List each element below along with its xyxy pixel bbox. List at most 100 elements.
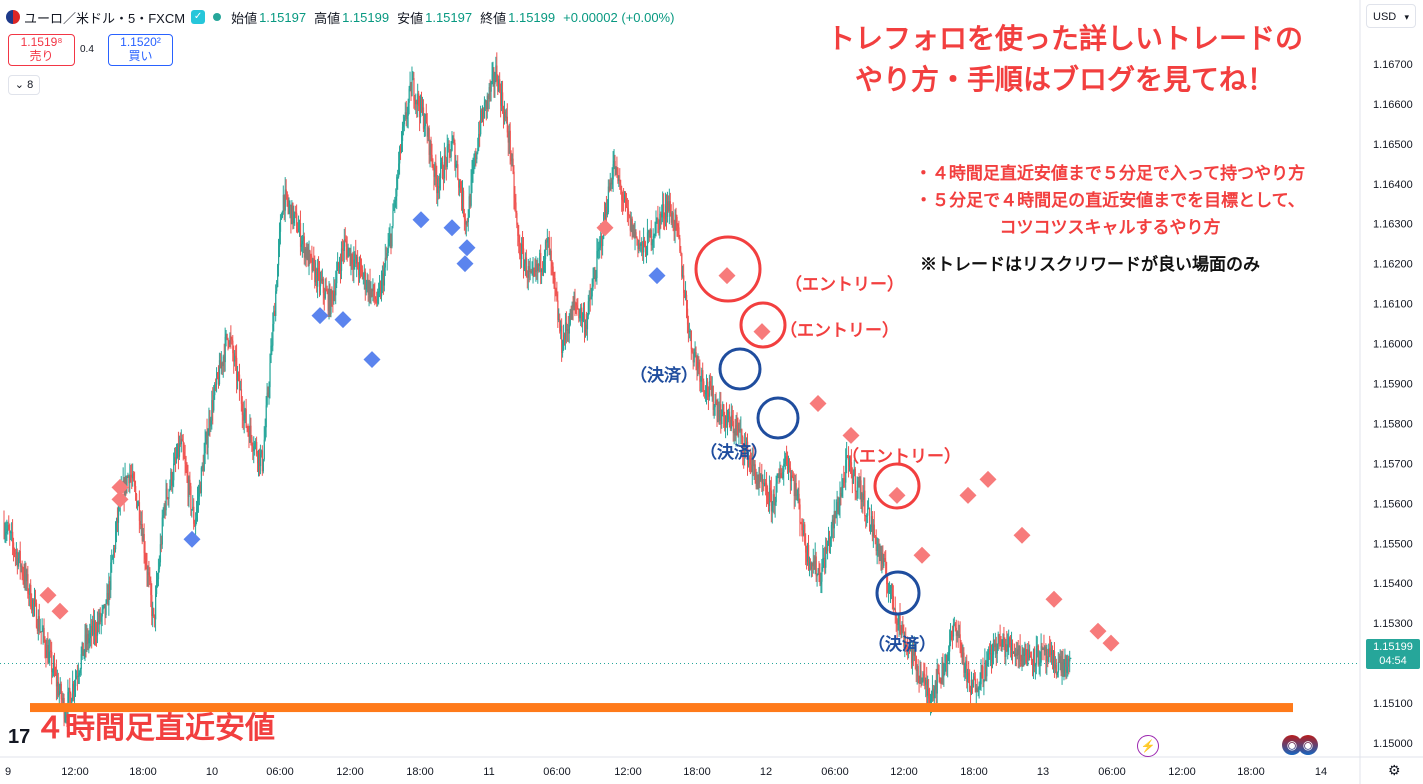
candle-body — [799, 504, 801, 523]
currency-select[interactable]: USD ▾ — [1366, 4, 1416, 28]
candle-body — [994, 643, 997, 648]
candle-body — [403, 116, 406, 125]
candle-body — [730, 415, 733, 429]
candle-body — [196, 508, 198, 519]
candle-body — [904, 641, 906, 647]
candle-body — [867, 508, 869, 516]
candle-body — [1026, 662, 1028, 666]
candle-body — [309, 250, 311, 256]
us-event-icon[interactable]: ◉ — [1282, 735, 1302, 755]
candle-body — [197, 499, 199, 509]
candle-body — [943, 673, 945, 677]
candle-body — [255, 442, 257, 444]
candle-body — [1018, 646, 1020, 656]
candle-body — [628, 215, 631, 217]
entry-label-3: （エントリー） — [842, 447, 961, 466]
candle-body — [629, 215, 631, 231]
candle-body — [407, 102, 409, 116]
candle-body — [580, 307, 582, 316]
candle-body — [626, 206, 629, 209]
candle-body — [996, 644, 998, 654]
candle-body — [90, 625, 92, 633]
candle-body — [286, 192, 288, 202]
candle-body — [26, 574, 28, 582]
candle-body — [208, 418, 210, 436]
candle-body — [698, 362, 700, 368]
time-tick-label: 12:00 — [614, 766, 642, 778]
risk-reward-note: ※トレードはリスクリワードが良い場面のみ — [920, 255, 1260, 274]
candle-body — [211, 400, 213, 421]
candle-body — [277, 265, 279, 288]
candle-body — [570, 309, 572, 320]
candle-body — [832, 519, 834, 529]
candle-body — [193, 506, 195, 524]
candle-body — [91, 625, 93, 636]
candle-body — [84, 634, 86, 651]
candle-body — [818, 570, 820, 572]
candle-body — [20, 565, 22, 567]
indicators-toggle-button[interactable]: ⌄ 8 — [8, 75, 40, 95]
candle-body — [137, 502, 140, 506]
candle-body — [1037, 645, 1039, 665]
time-tick-label: 12:00 — [1168, 766, 1196, 778]
candle-body — [792, 477, 794, 481]
candle-body — [483, 102, 486, 119]
candle-body — [533, 269, 535, 271]
candle-body — [279, 219, 282, 232]
candle-body — [600, 235, 602, 241]
candle-body — [945, 654, 947, 664]
candle-body — [844, 478, 846, 483]
lightning-event-icon[interactable]: ⚡ — [1137, 735, 1159, 757]
candle-body — [55, 673, 58, 687]
gear-icon[interactable]: ⚙ — [1388, 762, 1401, 778]
candle-body — [803, 524, 805, 536]
candle-body — [168, 490, 170, 499]
candle-body — [264, 427, 266, 440]
candle-body — [905, 641, 907, 643]
candle-body — [720, 404, 722, 425]
candle-body — [434, 163, 436, 177]
candle-body — [1032, 660, 1034, 666]
candle-body — [645, 254, 648, 256]
candle-body — [630, 218, 632, 231]
sell-button[interactable]: 1.1519⁸ 売り — [8, 34, 75, 66]
candle-body — [89, 632, 91, 639]
price-tick-label: 1.16500 — [1373, 139, 1413, 151]
candle-body — [927, 689, 929, 696]
candle-body — [10, 532, 12, 534]
candle-body — [708, 381, 711, 397]
time-tick-label: 14 — [1315, 766, 1327, 778]
candle-body — [931, 688, 934, 696]
candle-body — [893, 608, 896, 610]
candle-body — [535, 263, 537, 272]
candle-body — [497, 81, 499, 92]
candle-body — [489, 87, 491, 92]
candle-body — [1034, 664, 1037, 667]
candle-body — [353, 259, 355, 270]
candle-body — [114, 548, 116, 550]
candle-body — [778, 473, 780, 479]
candle-body — [513, 171, 515, 198]
candle-body — [64, 717, 66, 719]
symbol-name[interactable]: ユーロ／米ドル・5・FXCM — [24, 10, 186, 26]
candle-body — [95, 623, 97, 635]
candle-body — [572, 305, 574, 308]
candle-body — [340, 248, 343, 271]
buy-button[interactable]: 1.1520² 買い — [108, 34, 173, 66]
candle-body — [154, 614, 156, 620]
price-tick-label: 1.16400 — [1373, 179, 1413, 191]
candle-body — [1015, 653, 1018, 656]
entry-circle — [739, 301, 787, 349]
candle-body — [86, 633, 88, 645]
candle-body — [875, 536, 877, 551]
price-tick-label: 1.16700 — [1373, 59, 1413, 71]
candle-body — [1032, 648, 1035, 666]
us-event-icon-2[interactable]: ◉ — [1298, 735, 1318, 755]
candle-body — [157, 569, 160, 580]
candle-body — [1051, 650, 1053, 656]
candle-body — [608, 186, 610, 191]
candle-body — [536, 263, 538, 271]
candle-body — [700, 378, 702, 382]
candle-body — [24, 569, 26, 582]
